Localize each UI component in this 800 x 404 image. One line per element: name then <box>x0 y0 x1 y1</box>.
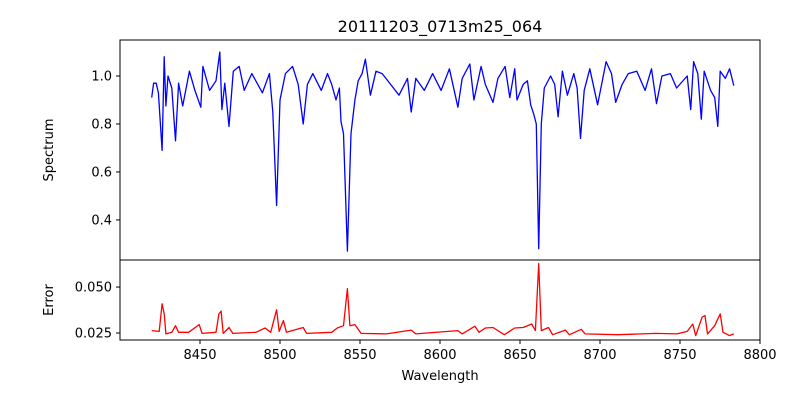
error-y-tick-label: 0.050 <box>75 281 112 296</box>
spectrum-y-tick-label: 0.6 <box>91 165 112 180</box>
x-tick-label: 8600 <box>423 348 456 363</box>
spectrum-y-tick-label: 0.8 <box>91 117 112 132</box>
x-tick-label: 8450 <box>183 348 216 363</box>
error-line <box>151 262 735 337</box>
x-tick-label: 8800 <box>743 348 776 363</box>
spectrum-y-tick-label: 1.0 <box>91 69 112 84</box>
error-axes-frame <box>119 259 761 341</box>
x-tick-label: 8750 <box>663 348 696 363</box>
spectrum-y-axis-label: Spectrum <box>42 119 57 182</box>
x-tick-label: 8700 <box>583 348 616 363</box>
x-tick-label: 8650 <box>503 348 536 363</box>
chart-title: 20111203_0713m25_064 <box>338 17 543 37</box>
error-y-tick-label: 0.025 <box>75 327 112 342</box>
spectrum-axes-frame <box>119 39 761 261</box>
x-tick-label: 8500 <box>263 348 296 363</box>
x-tick-label: 8550 <box>343 348 376 363</box>
x-axis-label: Wavelength <box>401 369 478 384</box>
error-y-axis-label: Error <box>42 284 57 316</box>
spectrum-y-tick-label: 0.4 <box>91 213 112 228</box>
spectrum-panel: 0.4 0.6 0.8 1.0 <box>91 39 761 261</box>
spectrum-line <box>151 51 735 252</box>
error-panel: 0.025 0.050 8450 8500 8550 8600 8650 8700 8750 8… <box>75 259 777 363</box>
